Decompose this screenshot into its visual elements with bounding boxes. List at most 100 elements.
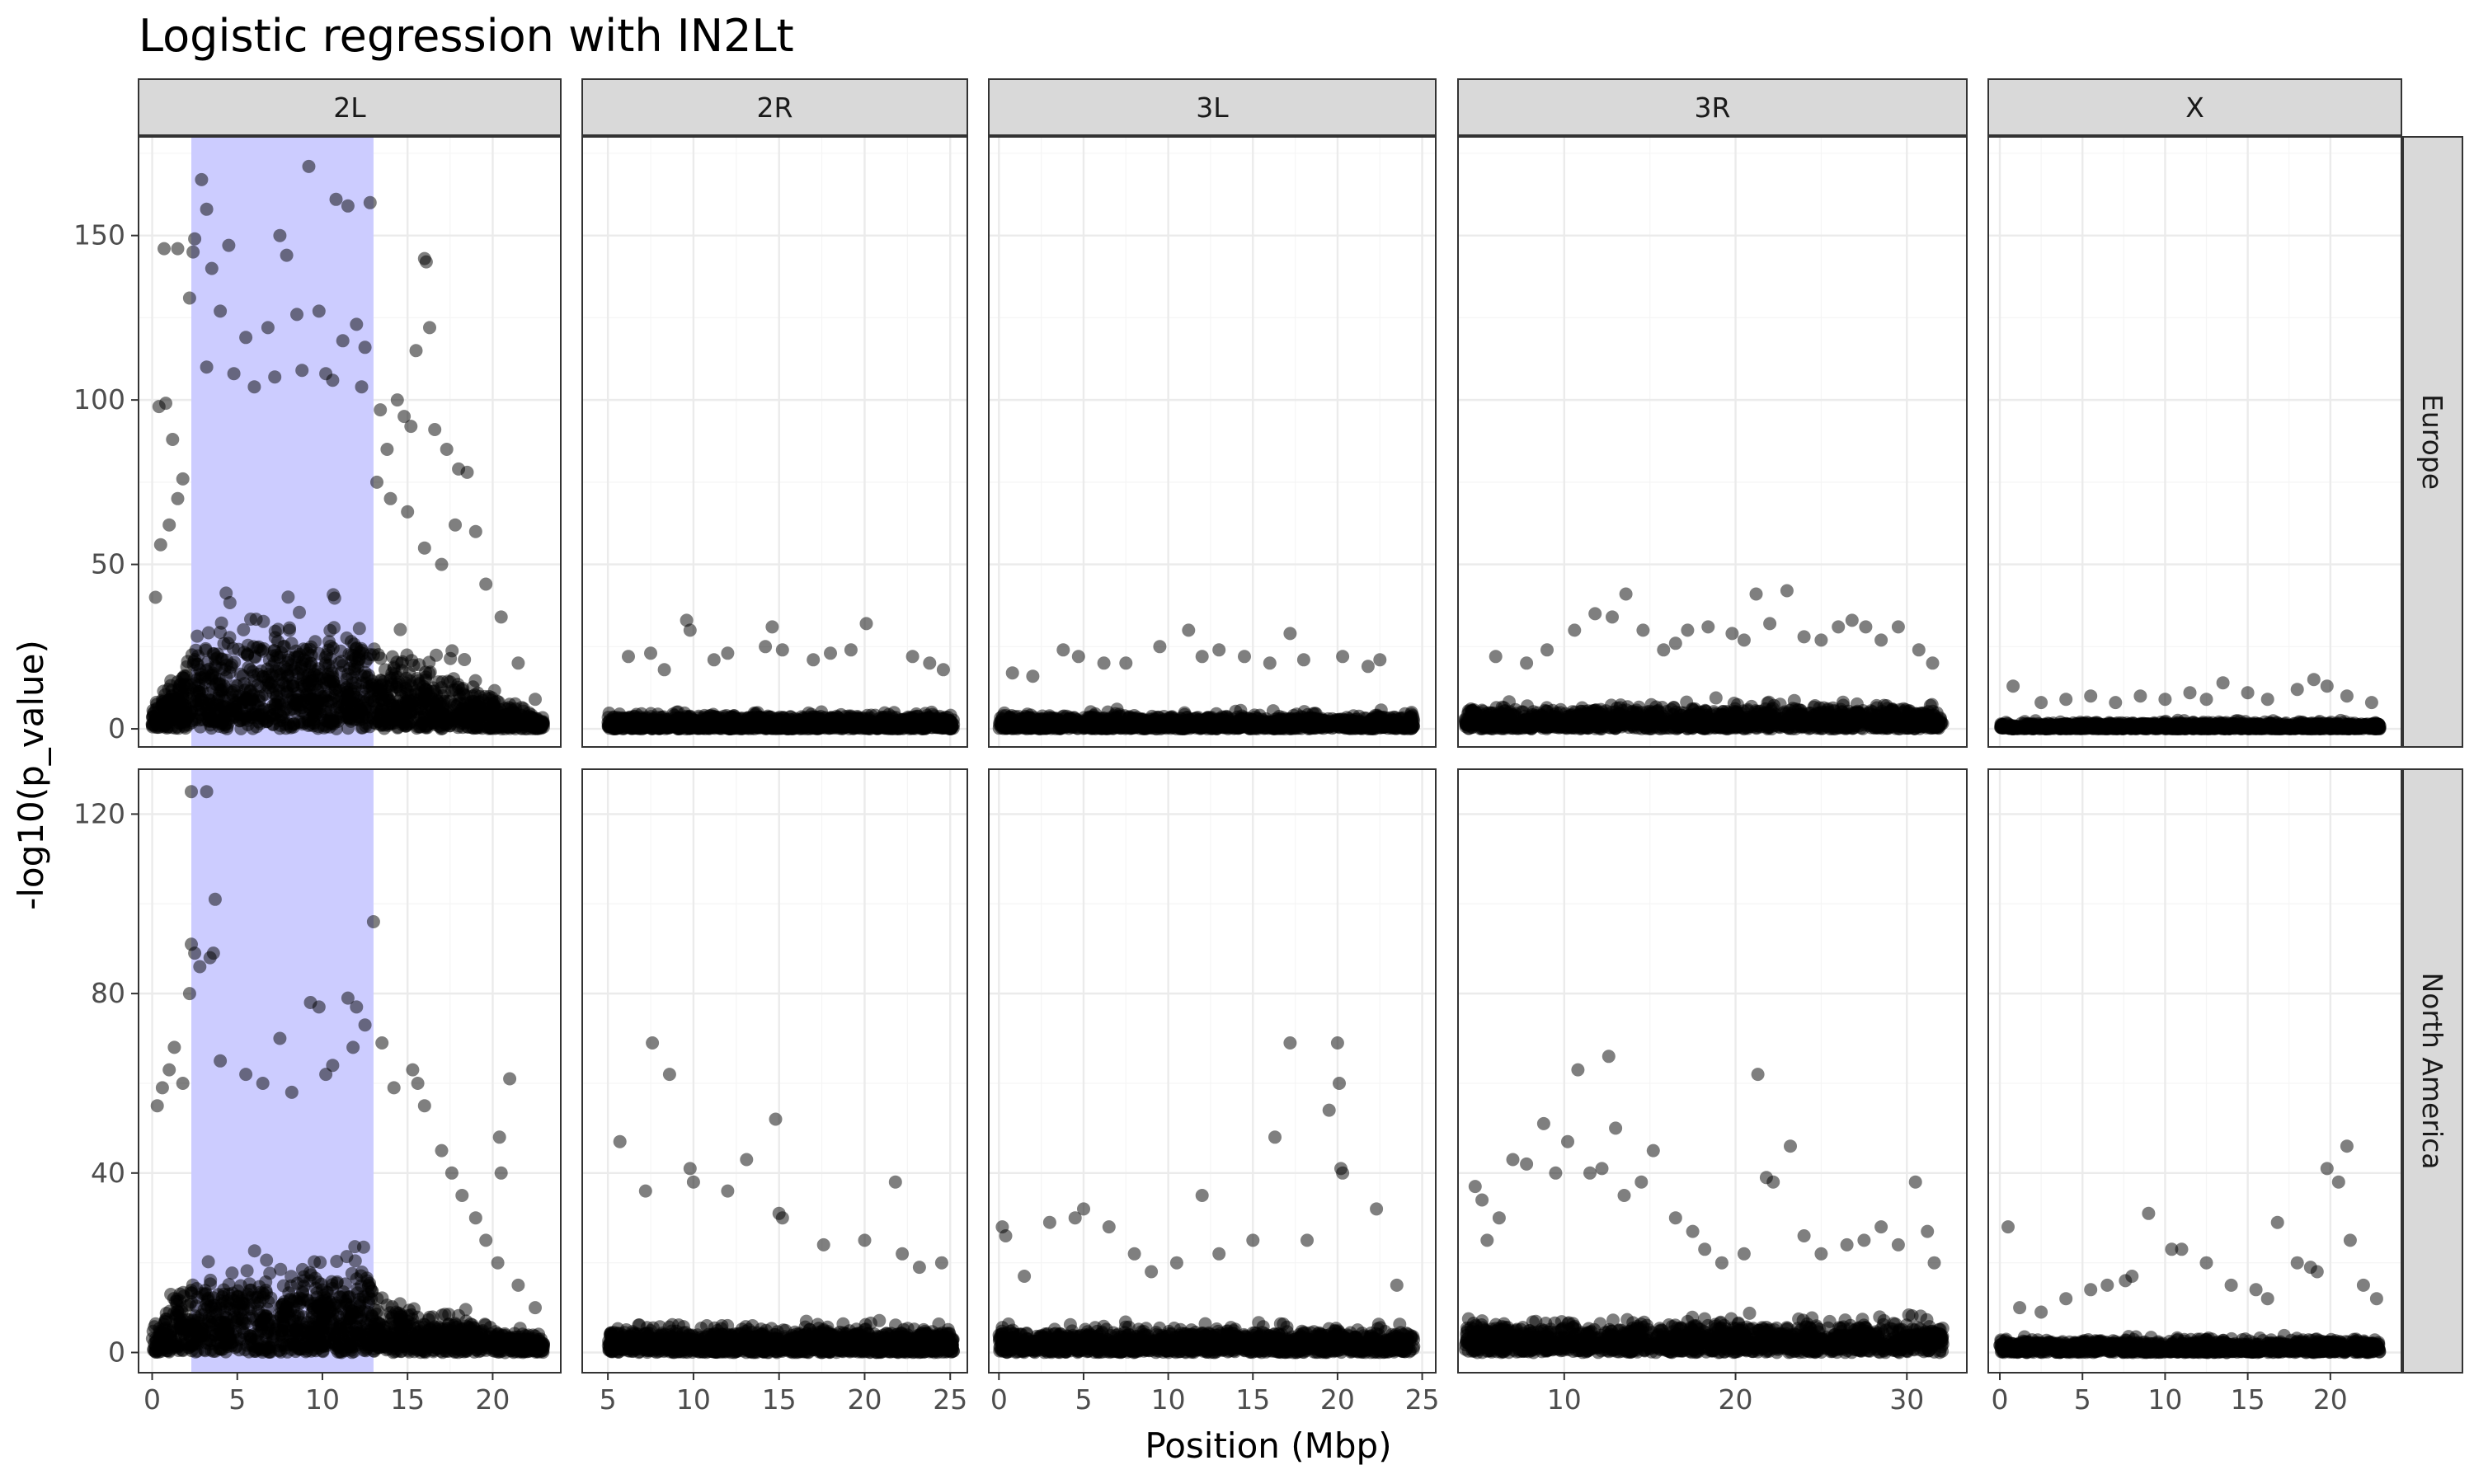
data-point [792, 716, 806, 730]
data-point [350, 317, 364, 331]
data-point [283, 623, 296, 637]
data-point [839, 716, 853, 730]
data-point [193, 720, 207, 734]
data-point [302, 159, 316, 173]
data-point [313, 680, 327, 694]
data-point [323, 623, 337, 637]
data-point [484, 721, 498, 735]
panel-border [138, 136, 562, 748]
data-point [359, 719, 373, 733]
data-point [487, 683, 501, 697]
data-point [159, 397, 172, 411]
data-point [393, 622, 407, 636]
data-point [408, 697, 422, 711]
data-point [445, 644, 459, 658]
panel-background [1458, 137, 1967, 747]
data-point [200, 202, 214, 216]
data-point [640, 716, 654, 730]
data-point [320, 648, 334, 661]
chart-title: Logistic regression with IN2Lt [139, 10, 794, 62]
data-point [869, 718, 883, 731]
data-point [293, 605, 306, 619]
data-point [1182, 623, 1196, 637]
data-point [268, 370, 282, 384]
data-point [760, 721, 773, 735]
data-point [430, 648, 443, 662]
data-point [529, 693, 542, 707]
data-point [311, 721, 325, 735]
panel-3R-europe [1457, 136, 1968, 748]
data-point [1195, 650, 1209, 664]
data-point [176, 472, 190, 486]
panel-border [988, 136, 1437, 748]
y-tick-label: 150 [73, 219, 125, 251]
row-strip [2402, 768, 2463, 1374]
data-point [472, 707, 486, 721]
data-point [352, 622, 366, 636]
data-point [435, 557, 449, 571]
data-point [318, 658, 332, 672]
data-point [266, 679, 280, 693]
data-point [370, 475, 383, 489]
data-point [252, 640, 266, 654]
data-point [153, 538, 167, 552]
data-point [226, 641, 240, 655]
column-strip-label: 2L [333, 92, 366, 124]
data-point [374, 403, 388, 417]
data-point [281, 716, 295, 730]
y-tick-label: 0 [108, 712, 125, 744]
data-point [327, 591, 341, 605]
data-point [774, 721, 788, 735]
data-point [1162, 719, 1176, 733]
data-point [157, 695, 170, 709]
data-point [390, 393, 404, 407]
data-point [422, 666, 436, 680]
y-tick-label: 100 [73, 383, 125, 416]
data-point [1005, 666, 1019, 680]
row-strip-label: North America [2416, 973, 2448, 1170]
data-point [1317, 721, 1330, 735]
data-point [324, 695, 338, 709]
data-point [268, 624, 282, 638]
row-strip-label: Europe [2416, 394, 2448, 490]
data-point [721, 646, 735, 660]
data-point [404, 420, 418, 434]
data-point [397, 410, 412, 424]
data-point [1119, 656, 1133, 670]
data-point [402, 674, 416, 688]
data-point [1238, 650, 1251, 664]
data-point [1131, 715, 1145, 729]
data-point [759, 640, 773, 654]
column-strip [1987, 78, 2402, 136]
data-point [188, 232, 202, 246]
data-point [494, 610, 508, 624]
data-point [248, 696, 261, 710]
data-point [227, 367, 241, 381]
y-axis-title: -log10(p_value) [11, 640, 51, 910]
column-strip-label: 3R [1695, 92, 1731, 124]
data-point [339, 682, 353, 696]
data-point [329, 192, 343, 206]
data-point [201, 626, 215, 640]
y-tick-label: 50 [91, 548, 125, 580]
data-point [775, 643, 789, 657]
data-point [1404, 720, 1418, 733]
data-point [201, 705, 215, 719]
data-point [294, 698, 308, 711]
data-point [219, 700, 233, 714]
data-point [295, 717, 309, 731]
data-point [205, 261, 219, 275]
data-point [1240, 716, 1254, 730]
point-cloud [145, 159, 550, 735]
data-point [1357, 717, 1371, 731]
data-point [289, 644, 303, 658]
data-point [401, 505, 415, 519]
data-point [440, 443, 454, 456]
data-point [479, 577, 493, 591]
data-point [322, 720, 336, 734]
data-point [261, 321, 275, 335]
data-point [195, 172, 209, 186]
data-point [809, 716, 823, 730]
data-point [1153, 640, 1167, 654]
